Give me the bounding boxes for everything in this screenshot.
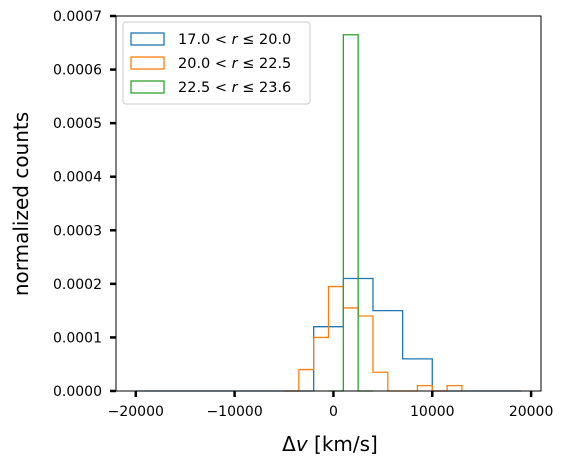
legend-label-1: 17.0 < r ≤ 20.0 xyxy=(178,32,291,48)
legend-frame xyxy=(122,21,311,105)
x-axis-ticks: −20000 −10000 0 10000 20000 xyxy=(108,391,554,420)
y-tick-label: 0.0005 xyxy=(53,116,102,132)
legend-swatch-3 xyxy=(130,80,165,94)
x-axis-label: Δv [km/s] xyxy=(282,432,378,456)
y-tick-label: 0.0003 xyxy=(53,223,102,239)
legend: 17.0 < r ≤ 20.0 20.0 < r ≤ 22.5 22.5 < r ≤… xyxy=(122,21,311,105)
legend-label-3: 22.5 < r ≤ 23.6 xyxy=(178,80,291,96)
y-tick-label: 0.0007 xyxy=(53,9,102,25)
y-tick-label: 0.0002 xyxy=(53,277,102,293)
plot-frame xyxy=(115,15,542,392)
x-tick-label: −20000 xyxy=(108,404,164,420)
y-tick-label: 0.0006 xyxy=(53,63,102,79)
y-axis-ticks: 0.0000 0.0001 0.0002 0.0003 0.0004 0.0005 0.00… xyxy=(53,9,116,400)
y-tick-label: 0.0001 xyxy=(53,330,102,346)
legend-label-2: 20.0 < r ≤ 22.5 xyxy=(178,56,291,72)
y-axis-label: normalized counts xyxy=(9,112,33,296)
legend-swatch-1 xyxy=(130,32,165,46)
y-tick-label: 0.0000 xyxy=(53,384,102,400)
x-tick-label: 10000 xyxy=(410,404,455,420)
y-tick-label: 0.0004 xyxy=(53,170,102,186)
x-tick-label: 20000 xyxy=(509,404,554,420)
x-tick-label: 0 xyxy=(329,404,338,420)
x-tick-label: −10000 xyxy=(206,404,262,420)
legend-swatch-2 xyxy=(130,56,165,70)
